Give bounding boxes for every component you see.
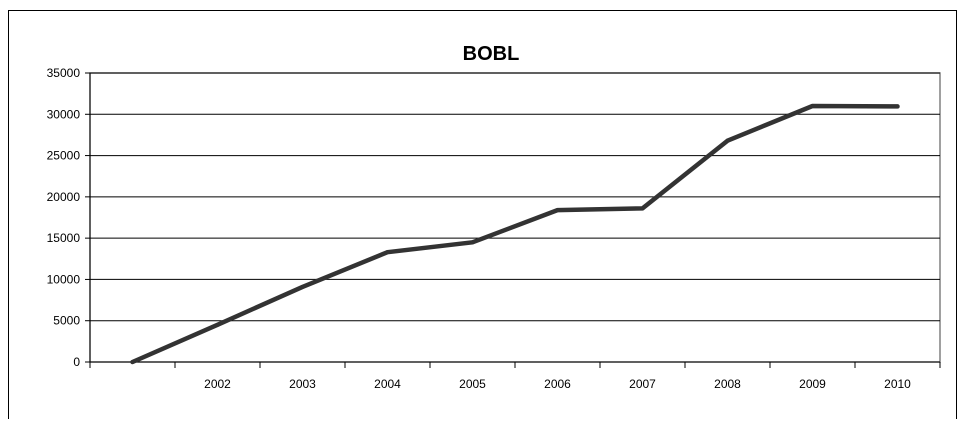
- gridlines: [89, 72, 941, 363]
- x-tick-label: 2003: [289, 377, 316, 391]
- y-tick-label: 0: [73, 355, 80, 369]
- y-tick-label: 20000: [47, 190, 81, 204]
- x-tick-label: 2008: [714, 377, 741, 391]
- data-point: [215, 322, 220, 327]
- chart-frame: [8, 10, 957, 419]
- x-tick-label: 2005: [459, 377, 486, 391]
- series-layer: [130, 103, 900, 365]
- y-tick-label: 5000: [53, 314, 80, 328]
- series-line: [130, 103, 900, 365]
- y-tick-label: 25000: [47, 149, 81, 163]
- y-tick-label: 30000: [47, 107, 81, 121]
- y-tick-label: 35000: [47, 66, 81, 80]
- data-point: [300, 284, 305, 289]
- data-point: [895, 104, 900, 109]
- data-point: [725, 138, 730, 143]
- y-tick-label: 15000: [47, 231, 81, 245]
- axes: [85, 72, 941, 368]
- data-point: [470, 240, 475, 245]
- x-tick-label: 2007: [629, 377, 656, 391]
- x-axis-tick-labels: 2002 2003 2004 2005 2006 2007 2008 2009 2010: [204, 377, 911, 391]
- x-tick-label: 2009: [799, 377, 826, 391]
- x-tick-label: 2002: [204, 377, 231, 391]
- x-tick-label: 2006: [544, 377, 571, 391]
- data-point: [810, 104, 815, 109]
- x-tick-label: 2010: [884, 377, 911, 391]
- x-tick-label: 2004: [374, 377, 401, 391]
- data-point: [555, 208, 560, 213]
- plot-area-border: [89, 72, 941, 363]
- data-point: [385, 250, 390, 255]
- y-axis-tick-labels: 0 5000 10000 15000 20000 25000 30000 35000: [47, 66, 81, 369]
- data-point: [130, 360, 135, 364]
- chart-title: BOBL: [463, 43, 520, 65]
- y-tick-label: 10000: [47, 272, 81, 286]
- data-point: [640, 206, 645, 211]
